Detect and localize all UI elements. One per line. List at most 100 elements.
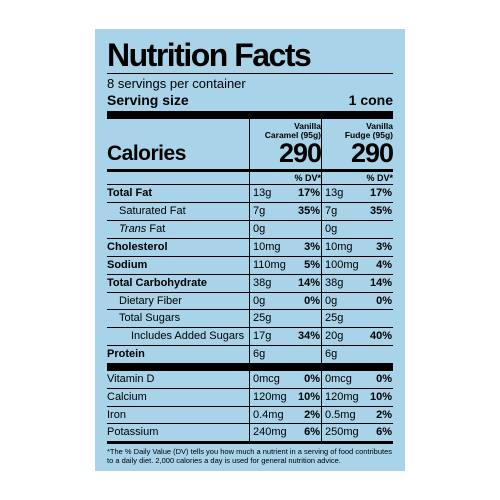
nutrient-value-col: 0mcg 0%	[249, 371, 321, 388]
vitamin-nutrients: Vitamin D0mcg0%0mcg0%Calcium120mg10%120m…	[107, 371, 393, 444]
dv-header-0: % DV*	[249, 172, 321, 184]
nutrient-amount: 0g	[253, 294, 265, 309]
nutrient-amount: 25g	[325, 311, 343, 326]
nutrient-amount: 13g	[325, 186, 343, 201]
nutrient-value-col: 13g17%	[321, 185, 393, 202]
nutrient-percent: 5%	[304, 258, 321, 273]
dv-header-1: % DV*	[321, 172, 393, 184]
nutrient-percent: 0%	[376, 372, 393, 387]
nutrient-value-col: 7g 35%	[321, 203, 393, 220]
nutrient-amount: 7g	[253, 204, 265, 219]
nutrient-row: Saturated Fat7g35%7g35%	[107, 203, 393, 221]
nutrient-value-col: 0mcg 0%	[321, 371, 393, 388]
nutrient-amount: 38g	[325, 276, 343, 291]
nutrient-percent	[392, 347, 393, 362]
nutrient-amount: 250mg	[325, 425, 359, 440]
nutrient-label: Iron	[107, 407, 249, 424]
nutrient-value-col: 0g	[321, 221, 393, 238]
nutrition-facts-panel: Nutrition Facts 8 servings per container…	[95, 29, 405, 472]
nutrient-percent: 10%	[370, 390, 393, 405]
nutrient-row: Calcium120mg10%120mg10%	[107, 389, 393, 407]
nutrient-value-col: 20g40%	[321, 328, 393, 345]
nutrient-amount: 0mcg	[325, 372, 352, 387]
nutrient-amount: 7g	[325, 204, 337, 219]
nutrient-amount: 25g	[253, 311, 271, 326]
product-col-1: Vanilla Fudge (95g) 290	[321, 119, 393, 170]
nutrient-row: Protein 6g 6g	[107, 346, 393, 371]
nutrient-label: Sodium	[107, 257, 249, 274]
nutrient-label: Total Carbohydrate	[107, 275, 249, 292]
nutrient-percent: 34%	[298, 329, 321, 344]
nutrient-percent: 3%	[304, 240, 321, 255]
nutrient-amount: 110mg	[253, 258, 286, 273]
nutrient-amount: 0g	[325, 222, 337, 237]
nutrient-label: Calcium	[107, 389, 249, 406]
nutrient-row: Trans Fat0g0g	[107, 221, 393, 239]
nutrient-value-col: 100mg4%	[321, 257, 393, 274]
products-calories-row: Calories Vanilla Caramel (95g) 290 Vanil…	[107, 119, 393, 173]
nutrient-amount: 0g	[325, 294, 337, 309]
nutrient-percent: 0%	[304, 294, 321, 309]
nutrient-amount: 0g	[253, 222, 265, 237]
nutrient-value-col: 120mg10%	[321, 389, 393, 406]
nutrient-value-col: 10mg3%	[249, 239, 321, 256]
nutrient-value-col: 240mg6%	[249, 424, 321, 441]
calories-label: Calories	[107, 119, 249, 170]
nutrient-value-col: 6g	[249, 346, 321, 363]
serving-size-label: Serving size	[107, 92, 189, 108]
nutrient-percent: 0%	[376, 294, 393, 309]
nutrient-percent: 4%	[376, 258, 393, 273]
nutrient-value-col: 0g 0%	[249, 293, 321, 310]
nutrient-percent: 10%	[298, 390, 321, 405]
nutrient-label: Potassium	[107, 424, 249, 441]
nutrient-percent: 0%	[304, 372, 321, 387]
nutrient-row: Sodium 110mg 5%100mg4%	[107, 257, 393, 275]
nutrient-amount: 17g	[253, 329, 271, 344]
nutrient-value-col: 6g	[321, 346, 393, 363]
nutrient-row: Total Fat13g17%13g17%	[107, 185, 393, 203]
nutrient-label: Cholesterol	[107, 239, 249, 256]
nutrient-amount: 38g	[253, 276, 271, 291]
dv-header-row: % DV* % DV*	[107, 172, 393, 185]
nutrient-value-col: 10mg 3%	[321, 239, 393, 256]
nutrient-amount: 0mcg	[253, 372, 280, 387]
nutrient-row: Dietary Fiber0g0%0g0%	[107, 293, 393, 311]
nutrient-value-col: 0.4mg2%	[249, 407, 321, 424]
footnote: *The % Daily Value (DV) tells you how mu…	[107, 444, 393, 465]
nutrient-row: Vitamin D 0mcg 0% 0mcg 0%	[107, 371, 393, 389]
nutrient-value-col: 25g	[249, 310, 321, 327]
nutrient-percent: 35%	[370, 204, 393, 219]
nutrient-percent: 2%	[376, 408, 393, 423]
nutrient-row: Potassium240mg6%250mg6%	[107, 424, 393, 444]
nutrient-value-col: 0g 0%	[321, 293, 393, 310]
nutrient-label: Total Fat	[107, 185, 249, 202]
nutrient-percent: 14%	[370, 276, 393, 291]
nutrient-amount: 6g	[253, 347, 265, 362]
nutrient-percent: 17%	[298, 186, 321, 201]
nutrient-row: Cholesterol10mg3%10mg3%	[107, 239, 393, 257]
nutrient-value-col: 7g35%	[249, 203, 321, 220]
nutrient-row: Iron0.4mg2% 0.5mg 2%	[107, 407, 393, 425]
nutrient-amount: 20g	[325, 329, 343, 344]
nutrient-percent: 3%	[376, 240, 393, 255]
title: Nutrition Facts	[107, 39, 393, 74]
nutrient-percent	[392, 311, 393, 326]
nutrient-row: Total Carbohydrate 38g 14% 38g 14%	[107, 275, 393, 293]
product-name-0: Vanilla Caramel (95g)	[265, 119, 321, 141]
nutrient-amount: 10mg	[325, 240, 353, 255]
nutrient-row: Includes Added Sugars17g34%20g40%	[107, 328, 393, 346]
serving-size-row: Serving size 1 cone	[107, 92, 393, 119]
nutrient-amount: 0.5mg	[325, 408, 356, 423]
nutrient-label: Protein	[107, 346, 249, 363]
nutrient-label: Saturated Fat	[107, 203, 249, 220]
nutrient-value-col: 0.5mg 2%	[321, 407, 393, 424]
nutrient-percent: 14%	[298, 276, 321, 291]
product-calories-0: 290	[279, 140, 321, 169]
nutrient-value-col: 13g17%	[249, 185, 321, 202]
nutrient-value-col: 38g 14%	[249, 275, 321, 292]
nutrient-amount: 240mg	[253, 425, 287, 440]
nutrient-value-col: 120mg10%	[249, 389, 321, 406]
serving-size-value: 1 cone	[349, 92, 393, 108]
nutrient-label: Vitamin D	[107, 371, 249, 388]
nutrient-row: Total Sugars25g25g	[107, 310, 393, 328]
